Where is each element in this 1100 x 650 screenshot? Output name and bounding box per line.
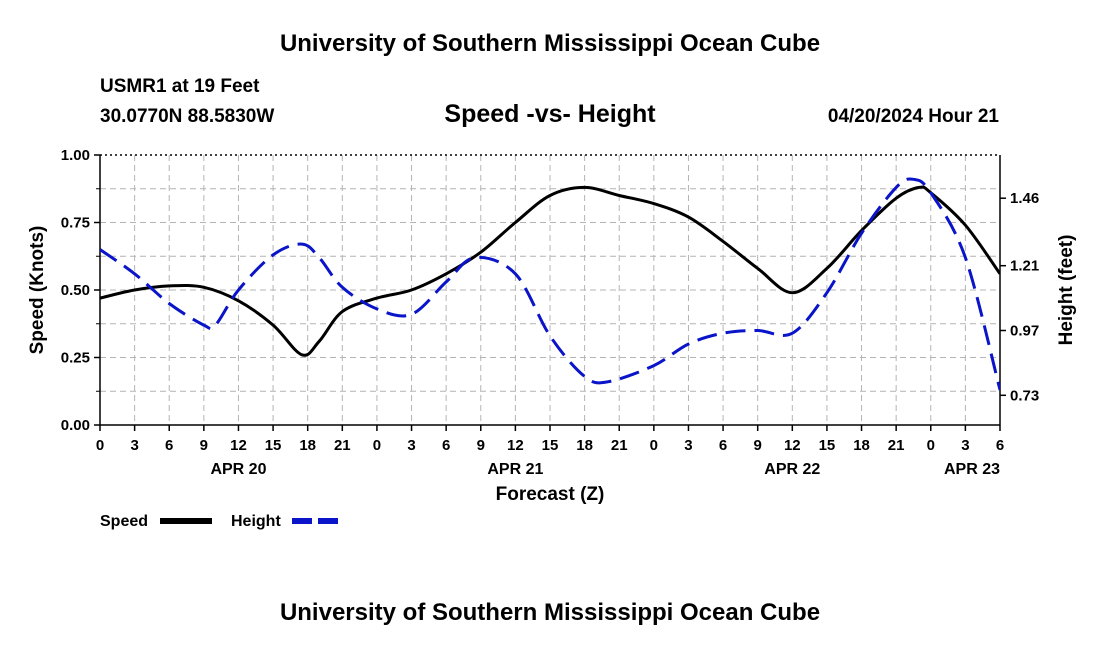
x-tick-label: 3 [961,437,969,454]
chart-subtitle: Speed -vs- Height [444,100,656,128]
x-tick-label: 6 [442,437,450,454]
legend-label-height: Height [231,513,281,530]
x-tick-label: 3 [130,437,138,454]
x-tick-label: 9 [200,437,208,454]
x-tick-label: 21 [611,437,628,454]
x-tick-label: 3 [407,437,415,454]
x-tick-label: 6 [996,437,1004,454]
chart-main-title: University of Southern Mississippi Ocean… [279,30,821,57]
y-axis-title: Speed (Knots) [27,226,48,355]
series-line-height [100,177,1000,391]
x-axis-title: Forecast (Z) [496,484,605,505]
x-tick-label: 0 [96,437,104,454]
series-group [100,177,1000,391]
footer-title: University of Southern Mississippi Ocean… [279,599,821,626]
x-tick-label: 0 [650,437,658,454]
x-tick-label: 21 [888,437,905,454]
x-tick-label: 21 [334,437,351,454]
x-tick-label: 12 [784,437,801,454]
x-tick-label: 15 [265,437,282,454]
y-tick-label: 0.25 [61,350,90,367]
x-tick-label: 12 [507,437,524,454]
y-tick-label: 0.00 [61,417,90,434]
x-tick-label: 12 [230,437,247,454]
y2-tick-label: 0.73 [1010,387,1039,404]
x-tick-label: 18 [299,437,316,454]
station-label: USMR1 at 19 Feet [100,76,260,97]
date-label: APR 22 [764,461,820,478]
y2-tick-label: 0.97 [1010,323,1039,340]
y2-axis-title: Height (feet) [1056,235,1077,346]
date-label: APR 21 [487,461,543,478]
x-tick-label: 6 [165,437,173,454]
x-tick-label: 9 [477,437,485,454]
y-tick-label: 0.75 [61,215,90,232]
x-tick-label: 0 [927,437,935,454]
y2-tick-label: 1.46 [1010,190,1039,207]
y-tick-label: 0.50 [61,282,90,299]
x-tick-label: 18 [853,437,870,454]
x-tick-label: 6 [719,437,727,454]
x-tick-label: 3 [684,437,692,454]
x-tick-label: 18 [576,437,593,454]
date-label: APR 20 [210,461,266,478]
legend-label-speed: Speed [100,513,148,530]
coordinates-label: 30.0770N 88.5830W [100,106,275,127]
x-tick-label: 15 [542,437,559,454]
x-tick-label: 9 [754,437,762,454]
x-tick-label: 15 [819,437,836,454]
date-label: APR 23 [944,461,1000,478]
forecast-date-label: 04/20/2024 Hour 21 [827,106,999,127]
x-tick-label: 0 [373,437,381,454]
y2-tick-label: 1.21 [1010,258,1039,275]
y-tick-label: 1.00 [61,147,90,164]
